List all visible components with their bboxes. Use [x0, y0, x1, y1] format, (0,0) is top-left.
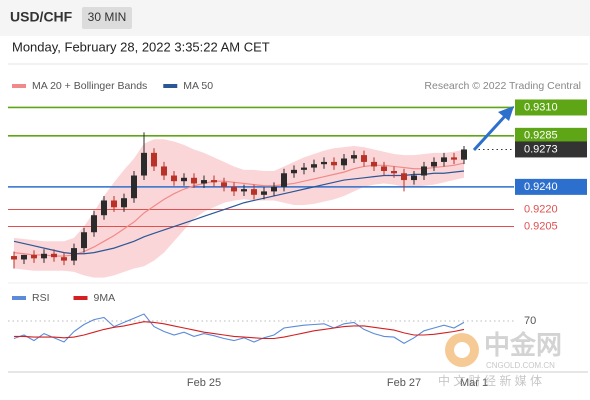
arrow-head [498, 106, 514, 121]
candle-body [11, 256, 17, 260]
candle-body [301, 167, 307, 170]
candle-body [221, 182, 227, 187]
candle-body [311, 164, 317, 168]
candle-body [161, 166, 167, 176]
candle-body [71, 248, 77, 261]
candle-body [371, 161, 377, 167]
candle-body [61, 257, 67, 261]
candle-body [81, 232, 87, 249]
bollinger-band [14, 139, 464, 278]
level-label: 0.9205 [524, 220, 558, 232]
arrow-shaft [472, 113, 508, 152]
candle-body [91, 215, 97, 233]
candle-body [101, 200, 107, 216]
level-label: 0.9273 [524, 143, 558, 155]
candle-body [181, 177, 187, 182]
candle-body [201, 180, 207, 184]
level-label: 0.9285 [524, 130, 558, 142]
watermark-name: 中金网 [484, 330, 562, 360]
candle-body [111, 200, 117, 208]
candle-body [41, 253, 47, 259]
y-tick-label: 70 [524, 315, 536, 327]
level-label-box [515, 127, 587, 144]
watermark: 中金网 CNGOLD.COM.CN 中 文 财 经 新 媒 体 [438, 330, 562, 388]
candle-body [441, 157, 447, 162]
legend-swatch [12, 84, 26, 88]
candle-body [321, 161, 327, 165]
datetime: Monday, February 28, 2022 3:35:22 AM CET [12, 39, 270, 54]
source: Research © 2022 Trading Central [424, 80, 581, 92]
candle-body [191, 177, 197, 184]
trend-arrow [472, 106, 514, 152]
ma-line [13, 162, 465, 257]
indicator-line [14, 321, 465, 340]
candle-body [121, 198, 127, 208]
candle-body [431, 161, 437, 167]
timeframe-button[interactable] [82, 7, 132, 29]
candle-body [281, 173, 287, 187]
candle-body [421, 166, 427, 176]
watermark-url: CNGOLD.COM.CN [486, 361, 555, 370]
legend-swatch [73, 296, 88, 300]
candle-body [411, 175, 417, 181]
level-label-box [515, 99, 587, 116]
candle-body [291, 169, 297, 174]
candle-body [211, 180, 217, 183]
level-label: 0.9220 [524, 203, 558, 215]
candle-body [151, 152, 157, 167]
candle-body [171, 175, 177, 182]
watermark-logo [454, 342, 470, 358]
candle-body [51, 253, 57, 258]
ma-line [13, 170, 465, 255]
level-label: 0.9240 [524, 181, 558, 193]
candle-body [141, 152, 147, 176]
indicator-line [13, 313, 465, 345]
x-tick-label: Feb 27 [387, 377, 421, 389]
level-label-box [515, 178, 587, 195]
candle-body [271, 186, 277, 192]
candle-body [231, 186, 237, 192]
level-label-box [515, 141, 587, 158]
candle-body [351, 155, 357, 159]
candle-body [461, 149, 467, 160]
candle-body [341, 158, 347, 166]
legend-label: 9MA [94, 292, 116, 304]
timeframe[interactable]: 30 MIN [88, 10, 127, 24]
level-label: 0.9310 [524, 101, 558, 113]
symbol: USD/CHF [10, 9, 73, 25]
candle-body [331, 161, 337, 166]
candle-body [381, 166, 387, 171]
candle-body [21, 254, 27, 260]
candle-body [401, 173, 407, 181]
x-tick-label: Feb 25 [187, 377, 221, 389]
candle-body [451, 157, 457, 160]
candle-body [241, 189, 247, 192]
legend-swatch [12, 296, 26, 300]
watermark-tagline: 中 文 财 经 新 媒 体 [438, 373, 542, 388]
legend-label: MA 50 [183, 80, 213, 92]
candle-body [131, 175, 137, 199]
x-tick-label: Mar 1 [460, 377, 488, 389]
candle-body [261, 191, 267, 195]
legend-label: MA 20 + Bollinger Bands [32, 80, 147, 92]
legend-label: RSI [32, 292, 50, 304]
candle-body [361, 155, 367, 162]
candle-body [391, 170, 397, 174]
candle-body [31, 254, 37, 259]
legend-swatch [163, 84, 178, 88]
candle-body [251, 189, 257, 195]
